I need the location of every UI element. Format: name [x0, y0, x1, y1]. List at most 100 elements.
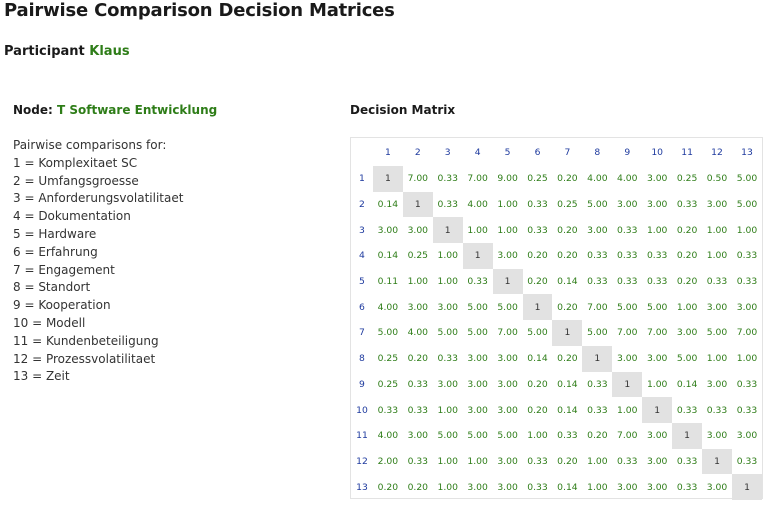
page-title: Pairwise Comparison Decision Matrices [4, 0, 395, 21]
matrix-cell: 5.00 [587, 327, 608, 339]
matrix-diagonal-cell: 1 [702, 448, 732, 475]
matrix-cell: 3.00 [587, 224, 608, 236]
matrix-cell: 7.00 [736, 327, 758, 339]
criteria-item: 12 = Prozessvolatilitaet [13, 351, 156, 366]
matrix-cell: 0.20 [377, 481, 399, 493]
matrix-cell: 3.00 [497, 404, 518, 416]
matrix-cell: 5.00 [676, 353, 698, 365]
matrix-cell: 1.00 [706, 224, 728, 236]
matrix-cell: 0.33 [587, 250, 608, 262]
matrix-column-header: 3 [444, 147, 451, 158]
matrix-cell: 3.00 [617, 199, 638, 211]
matrix-cell: 3.00 [706, 378, 728, 390]
matrix-cell: 1.00 [497, 224, 518, 236]
matrix-cell: 0.20 [676, 276, 698, 288]
matrix-column-header: 9 [624, 147, 631, 158]
matrix-cell: 0.33 [587, 404, 608, 416]
matrix-cell: 0.33 [407, 404, 429, 416]
matrix-row-header: 5 [359, 276, 365, 288]
matrix-cell: 3.00 [646, 173, 668, 185]
matrix-cell: 0.33 [377, 404, 399, 416]
matrix-cell: 1.00 [706, 353, 728, 365]
matrix-cell: 0.33 [736, 455, 758, 467]
matrix-diagonal-cell: 1 [402, 191, 433, 218]
matrix-cell: 0.33 [527, 481, 548, 493]
matrix-cell: 5.00 [736, 173, 758, 185]
matrix-cell: 3.00 [497, 353, 518, 365]
matrix-cell: 0.20 [557, 224, 578, 236]
matrix-cell: 1.00 [527, 430, 548, 442]
matrix-cell: 1.00 [437, 455, 458, 467]
matrix-cell: 0.33 [706, 404, 728, 416]
matrix-row: 10 0.33 0.33 1.00 3.00 3.00 0.20 0.14 0.33 1.00 1 0… [351, 397, 762, 423]
decision-matrix: 1 2 3 4 5 6 7 8 9 10 11 12 13 1 1 7.00 0.33 7.00 9.00 0.25… [350, 137, 763, 500]
matrix-row: 6 4.00 3.00 3.00 5.00 5.00 1 0.20 7.00 5.00 5.00 1.… [351, 294, 762, 321]
matrix-cell: 0.20 [527, 404, 548, 416]
matrix-cell: 3.00 [646, 455, 668, 467]
matrix-diagonal-cell: 1 [462, 243, 493, 269]
matrix-cell: 0.20 [557, 301, 578, 313]
matrix-cell: 0.14 [557, 378, 578, 390]
matrix-cell: 0.20 [407, 353, 429, 365]
matrix-cell: 0.33 [676, 455, 698, 467]
matrix-cell: 3.00 [497, 455, 518, 467]
matrix-table: 1 2 3 4 5 6 7 8 9 10 11 12 13 1 1 7.00 0.33 7.00 9.00 0.25… [351, 139, 762, 500]
matrix-cell: 0.20 [527, 250, 548, 262]
matrix-cell: 0.20 [676, 224, 698, 236]
matrix-diagonal-cell: 1 [372, 166, 403, 192]
matrix-cell: 7.00 [617, 327, 638, 339]
matrix-cell: 0.25 [377, 353, 399, 365]
matrix-cell: 5.00 [497, 301, 518, 313]
matrix-cell: 5.00 [736, 199, 758, 211]
matrix-cell: 3.00 [617, 353, 638, 365]
matrix-cell: 0.33 [676, 481, 698, 493]
matrix-column-header: 8 [594, 147, 601, 158]
matrix-diagonal-cell: 1 [492, 268, 523, 295]
participant-name: Klaus [89, 44, 130, 59]
matrix-column-header: 7 [564, 147, 571, 158]
matrix-cell: 0.33 [676, 199, 698, 211]
criteria-item: 6 = Erfahrung [13, 244, 98, 259]
matrix-row-header: 2 [359, 199, 365, 211]
matrix-cell: 7.00 [646, 327, 668, 339]
matrix-diagonal-cell: 1 [552, 320, 583, 346]
matrix-column-header: 11 [681, 147, 693, 158]
matrix-cell: 1.00 [706, 250, 728, 262]
matrix-cell: 0.33 [587, 378, 608, 390]
matrix-cell: 0.20 [557, 353, 578, 365]
matrix-cell: 0.14 [557, 404, 578, 416]
matrix-cell: 0.33 [587, 276, 608, 288]
matrix-cell: 0.14 [557, 276, 578, 288]
matrix-cell: 3.00 [706, 301, 728, 313]
matrix-column-header: 6 [534, 147, 541, 158]
matrix-cell: 0.33 [407, 378, 429, 390]
matrix-diagonal-cell: 1 [642, 397, 673, 423]
matrix-cell: 5.00 [646, 301, 668, 313]
matrix-cell: 0.20 [557, 173, 578, 185]
matrix-cell: 1.00 [437, 481, 458, 493]
matrix-cell: 7.00 [497, 327, 518, 339]
matrix-cell: 5.00 [497, 430, 518, 442]
matrix-cell: 0.33 [646, 276, 668, 288]
matrix-cell: 0.25 [527, 173, 548, 185]
matrix-cell: 1.00 [617, 404, 638, 416]
matrix-row: 3 3.00 3.00 1 1.00 1.00 0.33 0.20 3.00 0.33 1.00 0.… [351, 217, 762, 244]
matrix-cell: 0.33 [617, 224, 638, 236]
participant-heading: Participant Klaus [4, 44, 130, 59]
matrix-cell: 0.25 [377, 378, 399, 390]
matrix-row: 9 0.25 0.33 3.00 3.00 3.00 0.20 0.14 0.33 1 1.00 0.… [351, 371, 762, 398]
matrix-cell: 3.00 [437, 378, 458, 390]
matrix-title: Decision Matrix [350, 103, 456, 117]
matrix-cell: 5.00 [467, 301, 488, 313]
matrix-cell: 3.00 [377, 224, 399, 236]
matrix-cell: 1.00 [497, 199, 518, 211]
matrix-cell: 5.00 [617, 301, 638, 313]
matrix-cell: 0.33 [736, 404, 758, 416]
matrix-cell: 4.00 [377, 301, 399, 313]
matrix-row: 1 1 7.00 0.33 7.00 9.00 0.25 0.20 4.00 4.00 3.00 0.… [351, 166, 762, 192]
matrix-cell: 0.14 [527, 353, 548, 365]
matrix-cell: 0.33 [617, 455, 638, 467]
matrix-cell: 5.00 [706, 327, 728, 339]
criteria-list: Pairwise comparisons for: 1 = Komplexita… [13, 137, 183, 386]
matrix-cell: 7.00 [467, 173, 488, 185]
